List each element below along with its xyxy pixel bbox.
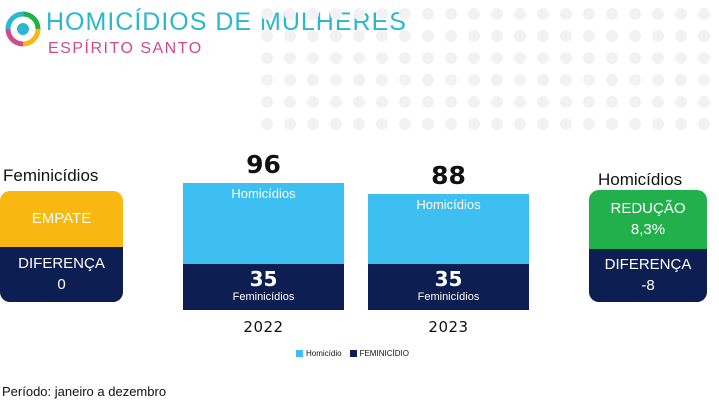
empate-label: EMPATE [31, 209, 92, 227]
legend-swatch-homicidio [296, 350, 303, 357]
left-difference-label: DIFERENÇA [18, 255, 105, 273]
value-label-homicidios-2022: 96 [246, 150, 281, 180]
decorative-dot-grid [261, 8, 710, 130]
reducao-percent: 8,3% [630, 220, 666, 238]
bar-label-feminicidios-2023: Feminicídios [417, 291, 480, 303]
bar-label-homicidios-2022: Homicídios [231, 186, 296, 202]
category-label-2022: 2022 [243, 318, 284, 336]
chart-legend: Homicídio FEMINICÍDIO [296, 349, 409, 358]
right-panel-title: Homicídios [598, 170, 683, 189]
bar-label-feminicidios-2022: Feminicídios [232, 291, 295, 303]
category-label-2023: 2023 [428, 318, 469, 336]
legend-label-homicidio: Homicídio [306, 349, 342, 358]
bar-homicidios-2023 [368, 193, 529, 264]
period-note: Período: janeiro a dezembro [2, 384, 167, 399]
logo-icon [5, 11, 41, 47]
empate-card: EMPATE [0, 191, 123, 247]
reducao-label: REDUÇÃO [610, 200, 686, 218]
legend-swatch-feminicidio [349, 350, 357, 357]
right-difference-label: DIFERENÇA [604, 256, 692, 274]
bar-feminicidios-2023 [368, 263, 529, 310]
page-subtitle: ESPÍRITO SANTO [48, 40, 203, 57]
value-label-feminicidios-2022: 35 [249, 266, 278, 291]
value-label-feminicidios-2023: 35 [434, 266, 463, 291]
legend-label-feminicidio: FEMINICÍDIO [359, 349, 409, 358]
right-difference-value: -8 [641, 276, 655, 294]
left-difference-value: 0 [57, 275, 66, 293]
right-difference-card: DIFERENÇA -8 [589, 249, 707, 302]
reducao-card: REDUÇÃO 8,3% [589, 190, 707, 249]
left-panel-title: Feminicídios [3, 166, 99, 185]
page-title: HOMICÍDIOS DE MULHERES [46, 8, 407, 36]
value-label-homicidios-2023: 88 [431, 160, 466, 190]
bar-label-homicidios-2023: Homicídios [416, 196, 481, 212]
bar-feminicidios-2022 [183, 263, 344, 310]
left-difference-card: DIFERENÇA 0 [0, 247, 123, 302]
bar-homicidios-2022 [183, 183, 344, 264]
